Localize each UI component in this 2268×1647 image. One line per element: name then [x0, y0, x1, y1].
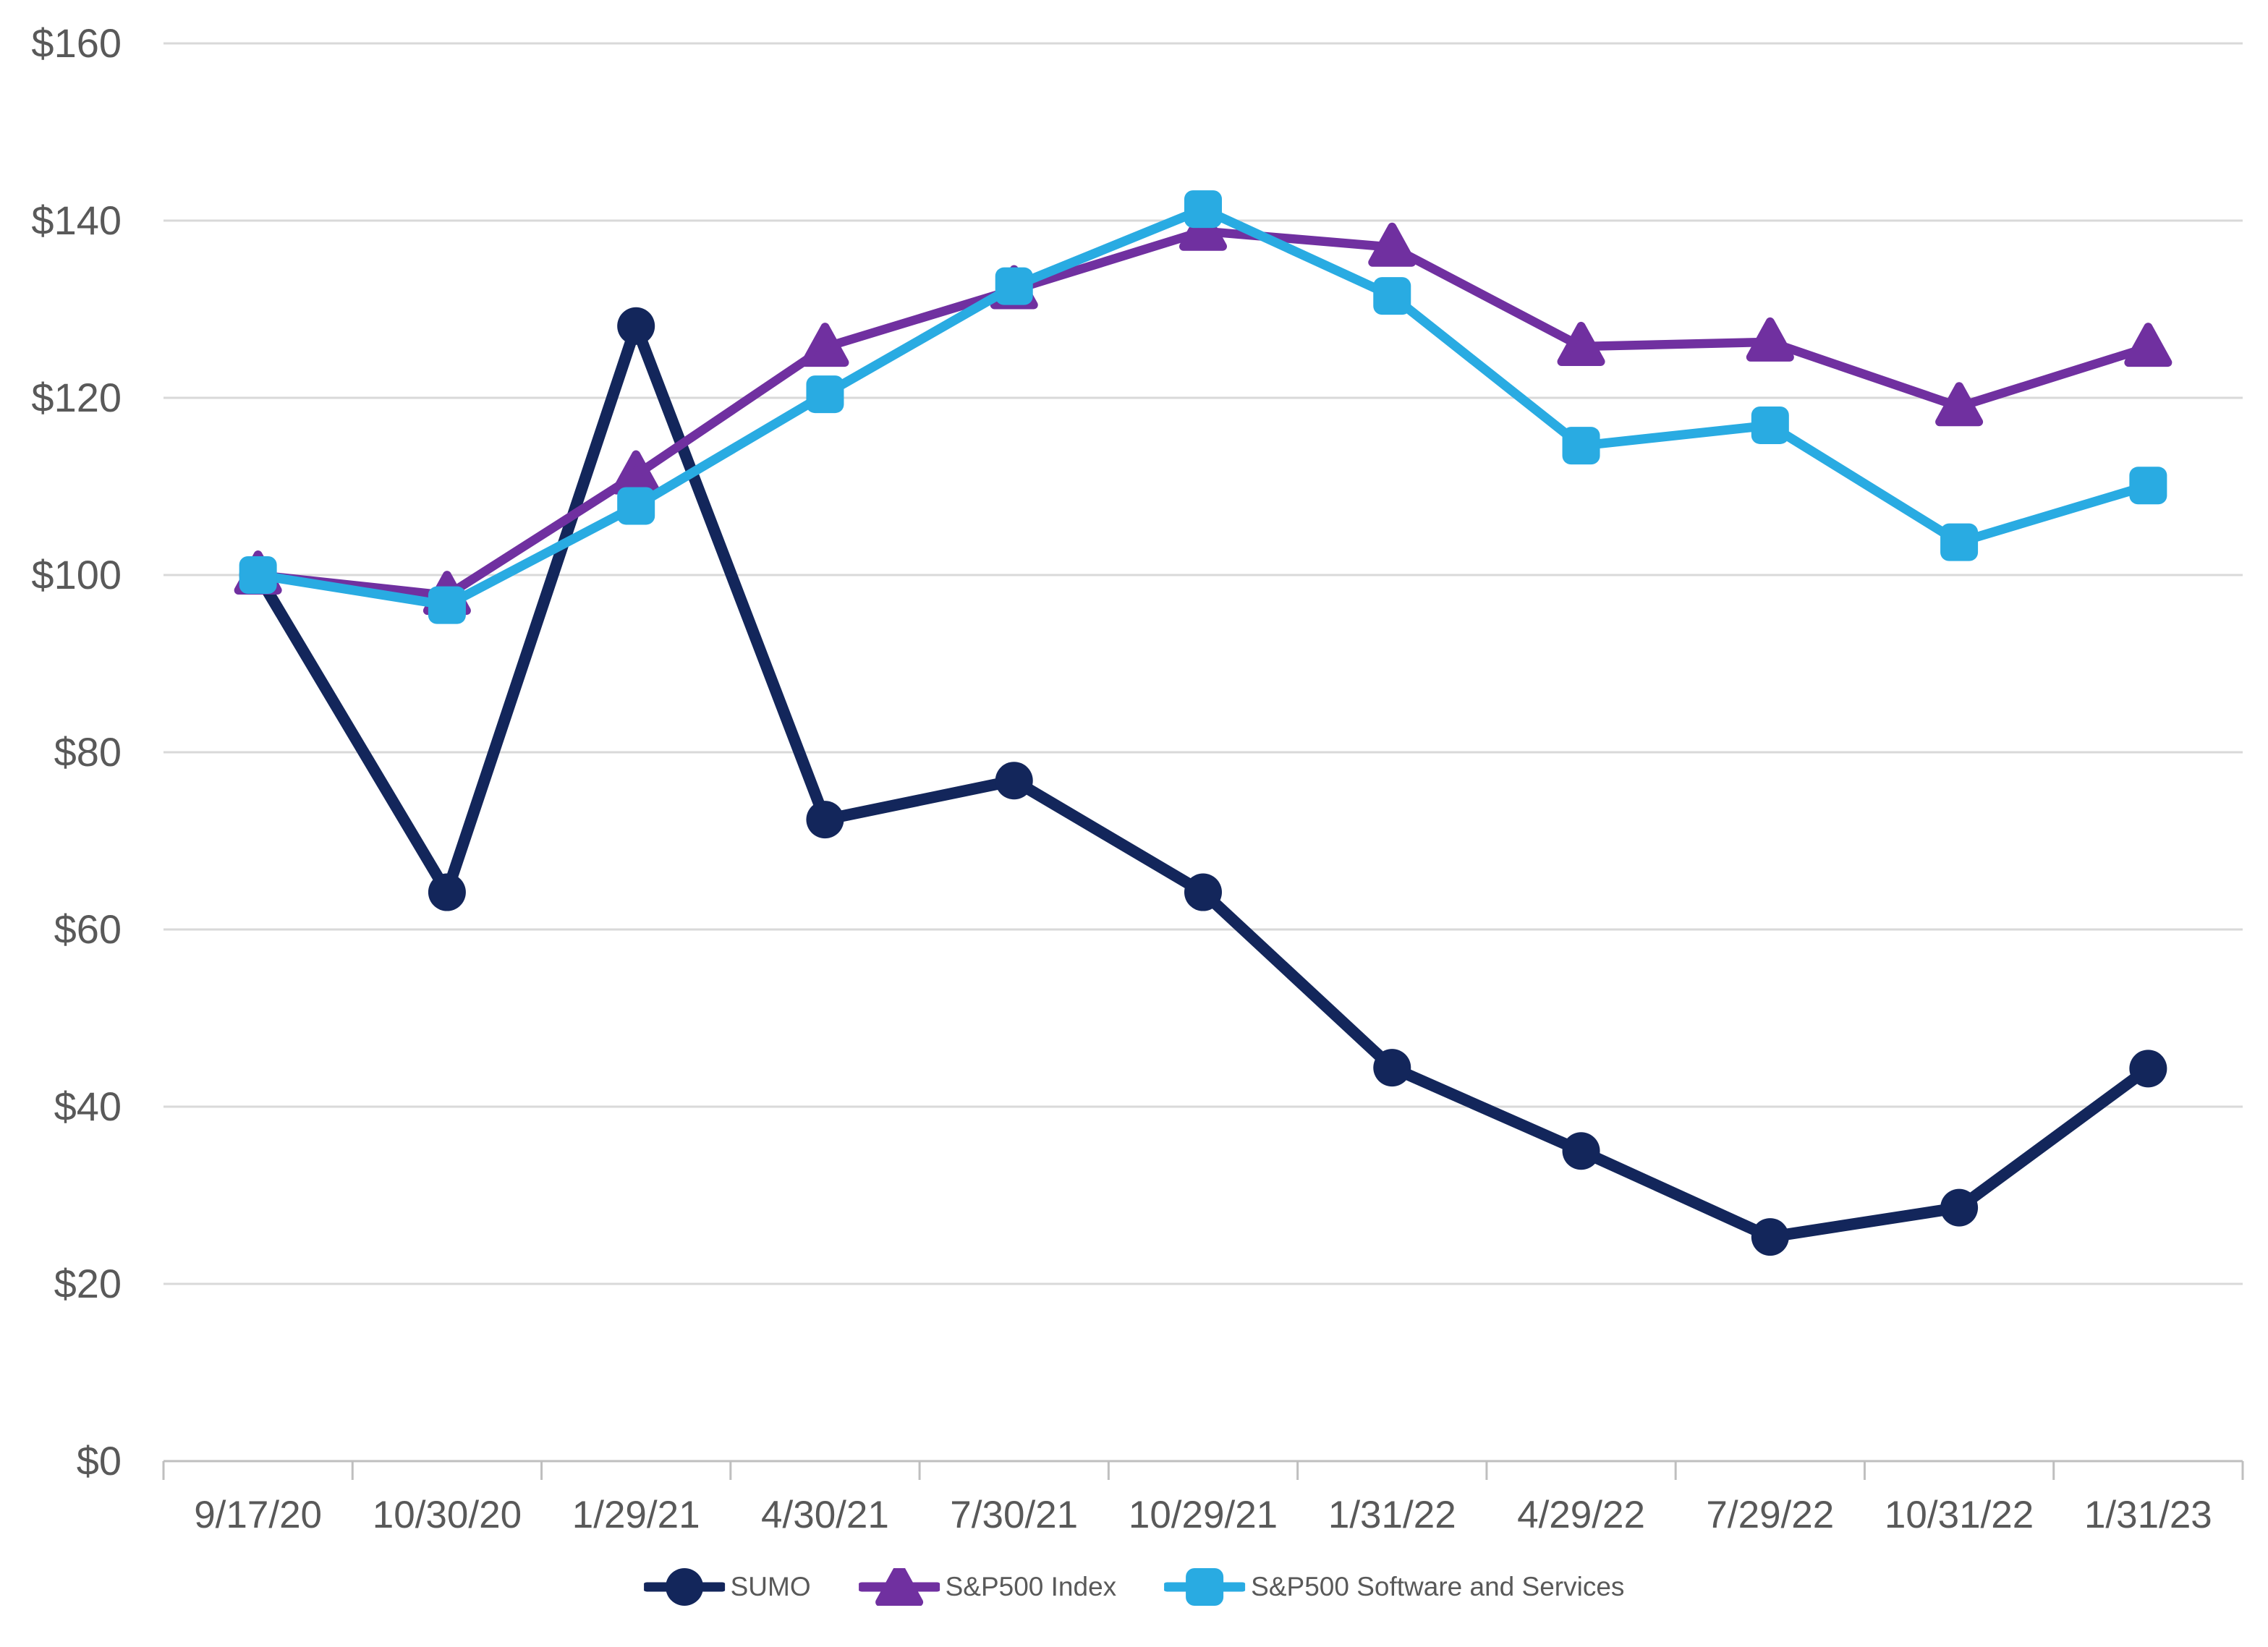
data-point-marker — [1184, 873, 1222, 911]
data-point-marker — [2129, 467, 2167, 505]
data-point-marker — [1746, 317, 1794, 362]
data-point-marker — [1935, 382, 1984, 427]
data-point-marker — [801, 323, 849, 367]
y-tick-label: $160 — [31, 20, 122, 66]
data-point-marker — [806, 375, 844, 414]
data-point-marker — [1373, 1049, 1411, 1087]
x-tick-label: 7/29/22 — [1706, 1494, 1834, 1536]
data-point-marker — [1751, 1218, 1789, 1256]
legend-key-marker — [665, 1568, 703, 1606]
y-tick-label: $140 — [31, 197, 122, 243]
legend-label: SUMO — [730, 1572, 811, 1601]
data-point-marker — [612, 450, 661, 495]
legend-label: S&P500 Software and Services — [1251, 1572, 1625, 1601]
data-point-marker — [2129, 1050, 2167, 1088]
y-tick-label: $60 — [54, 906, 122, 952]
y-tick-label: $100 — [31, 552, 122, 597]
x-tick-label: 10/31/22 — [1885, 1494, 2034, 1536]
data-point-marker — [1373, 277, 1411, 315]
series-line — [253, 204, 2153, 610]
y-tick-label: $20 — [54, 1261, 122, 1306]
circle-legend-key-icon — [643, 1568, 725, 1606]
x-tick-label: 10/30/20 — [373, 1494, 522, 1536]
data-point-marker — [806, 801, 844, 839]
legend-item-s-p500-software-and-services: S&P500 Software and Services — [1164, 1568, 1624, 1606]
x-tick-label: 7/30/21 — [950, 1494, 1078, 1536]
data-point-marker — [1562, 1132, 1600, 1170]
square-legend-key-icon — [1164, 1568, 1246, 1606]
legend-key-marker — [1186, 1568, 1224, 1606]
series-s-p500-software-and-services — [239, 190, 2167, 624]
data-point-marker — [617, 307, 655, 345]
data-point-marker — [617, 487, 655, 525]
x-tick-label: 4/30/21 — [761, 1494, 889, 1536]
series-line — [253, 226, 2153, 600]
data-point-marker — [2124, 323, 2173, 367]
data-point-marker — [1940, 1188, 1979, 1227]
x-tick-label: 4/29/22 — [1517, 1494, 1645, 1536]
x-tick-label: 1/31/22 — [1328, 1494, 1456, 1536]
data-point-marker — [1940, 523, 1979, 561]
y-tick-label: $80 — [54, 729, 122, 775]
x-tick-label: 9/17/20 — [194, 1494, 322, 1536]
series-line — [252, 320, 2154, 1243]
legend-label: S&P500 Index — [945, 1572, 1117, 1601]
data-point-marker — [1184, 190, 1222, 229]
x-tick-label: 1/31/23 — [2084, 1494, 2212, 1536]
data-point-marker — [1179, 206, 1227, 251]
data-point-marker — [1368, 222, 1417, 267]
y-tick-label: $0 — [77, 1438, 122, 1484]
chart-legend: SUMO S&P500 Index S&P500 Software and Serv… — [643, 1568, 1624, 1606]
data-point-marker — [995, 267, 1033, 305]
y-tick-label: $120 — [31, 375, 122, 420]
data-point-marker — [1562, 427, 1600, 465]
data-point-marker — [428, 586, 466, 624]
data-point-marker — [428, 873, 466, 911]
series-s-p500-index — [234, 206, 2173, 616]
data-point-marker — [995, 762, 1033, 800]
x-tick-label: 1/29/21 — [572, 1494, 700, 1536]
series-sumo — [239, 307, 2167, 1256]
data-point-marker — [1557, 321, 1605, 366]
legend-item-sumo: SUMO — [643, 1568, 811, 1606]
legend-item-s-p500-index: S&P500 Index — [858, 1568, 1117, 1606]
x-tick-label: 10/29/21 — [1129, 1494, 1278, 1536]
y-tick-label: $40 — [54, 1084, 122, 1129]
data-point-marker — [1751, 406, 1789, 444]
data-point-marker — [239, 556, 277, 594]
legend-key-marker — [875, 1568, 923, 1606]
triangle-legend-key-icon — [858, 1568, 940, 1606]
